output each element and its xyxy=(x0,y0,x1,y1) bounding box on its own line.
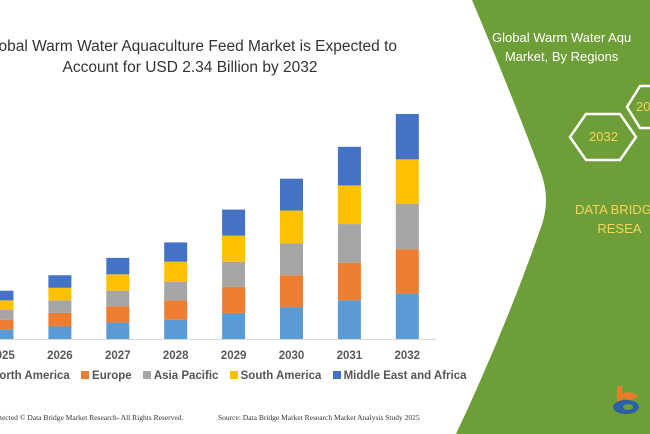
bar-2027-europe xyxy=(106,306,130,323)
bar-2025-north-america xyxy=(0,329,14,339)
bar-2028-south-america xyxy=(164,261,188,283)
x-tick-label: 2030 xyxy=(279,350,305,362)
bar-2027-middle-east-and-africa xyxy=(106,257,130,275)
brand-text: DATA BRIDG RESEA xyxy=(575,200,650,238)
bar-2031-europe xyxy=(337,262,361,301)
bar-2032-europe xyxy=(395,249,419,294)
hexagon-2nd-year xyxy=(625,84,650,130)
bar-2030-asia-pacific xyxy=(280,243,303,276)
bar-2031-middle-east-and-africa xyxy=(337,146,361,186)
side-title-line-1: Global Warm Water Aqu xyxy=(492,30,632,45)
bar-2031-asia-pacific xyxy=(337,224,361,263)
bar-2030-south-america xyxy=(280,210,303,244)
x-tick-label: 2032 xyxy=(395,350,421,362)
bar-2032-middle-east-and-africa xyxy=(395,113,419,160)
bar-2026-asia-pacific xyxy=(48,300,72,313)
chart-title: Global Warm Water Aquaculture Feed Marke… xyxy=(0,36,400,78)
bar-2027-asia-pacific xyxy=(106,290,130,307)
bar-2032-south-america xyxy=(395,159,419,204)
bar-2028-middle-east-and-africa xyxy=(164,242,188,262)
brand-line-2: RESEA xyxy=(597,221,642,236)
bar-2030-north-america xyxy=(280,307,303,339)
source-text: Source: Data Bridge Market Research Mark… xyxy=(218,413,420,422)
legend-item-middle-east-africa: Middle East and Africa xyxy=(332,370,466,382)
x-tick-label: 2026 xyxy=(47,350,73,362)
bar-2025-south-america xyxy=(0,300,14,311)
bar-2025-asia-pacific xyxy=(0,310,14,320)
x-tick-label: 2031 xyxy=(337,350,363,362)
bar-2025-middle-east-and-africa xyxy=(0,290,14,301)
bar-2027-north-america xyxy=(106,322,130,339)
x-tick-label: 2027 xyxy=(105,350,131,362)
bar-2032-north-america xyxy=(395,293,419,339)
bar-2029-asia-pacific xyxy=(222,261,246,287)
brand-line-1: DATA BRIDG xyxy=(575,202,650,217)
legend-item-europe: Europe xyxy=(81,370,132,382)
side-panel-title: Global Warm Water Aqu Market, By Regions xyxy=(492,28,631,66)
hexagon-2032 xyxy=(568,112,638,162)
bar-2026-north-america xyxy=(48,326,72,339)
bar-2029-north-america xyxy=(222,312,246,339)
legend-item-asia-pacific: Asia Pacific xyxy=(142,370,218,382)
legend-item-south-america: South America xyxy=(229,370,321,382)
bar-2025-europe xyxy=(0,319,14,330)
x-tick-label: 2028 xyxy=(163,350,189,362)
bar-2031-south-america xyxy=(337,185,361,225)
bar-2026-south-america xyxy=(48,287,72,301)
title-line-2: Account for USD 2.34 Billion by 2032 xyxy=(62,59,318,76)
bar-2028-north-america xyxy=(164,319,188,339)
bar-2028-europe xyxy=(164,300,188,320)
x-tick-label: 2029 xyxy=(221,350,247,362)
x-tick-label: 2025 xyxy=(0,350,15,362)
dbmr-logo-icon xyxy=(613,386,639,414)
bar-2032-asia-pacific xyxy=(395,203,419,250)
bar-2031-north-america xyxy=(337,300,361,339)
bar-2029-europe xyxy=(222,286,246,313)
bar-2028-asia-pacific xyxy=(164,282,188,301)
copyright-text: tected © Data Bridge Market Research- Al… xyxy=(0,413,184,422)
bar-2026-middle-east-and-africa xyxy=(48,275,72,288)
bar-2027-south-america xyxy=(106,274,130,291)
bar-2029-middle-east-and-africa xyxy=(222,209,246,236)
bar-2026-europe xyxy=(48,312,72,327)
title-line-1: Global Warm Water Aquaculture Feed Marke… xyxy=(0,38,398,55)
legend: North America Europe Asia Pacific South … xyxy=(0,370,474,382)
legend-item-north-america: North America xyxy=(0,370,70,382)
hex-year-2032: 2032 xyxy=(589,129,618,144)
hex-year-second: 20 xyxy=(636,99,650,114)
bar-2030-middle-east-and-africa xyxy=(280,178,303,211)
side-title-line-2: Market, By Regions xyxy=(504,49,619,64)
bar-2030-europe xyxy=(280,275,303,308)
bar-2029-south-america xyxy=(222,235,246,262)
